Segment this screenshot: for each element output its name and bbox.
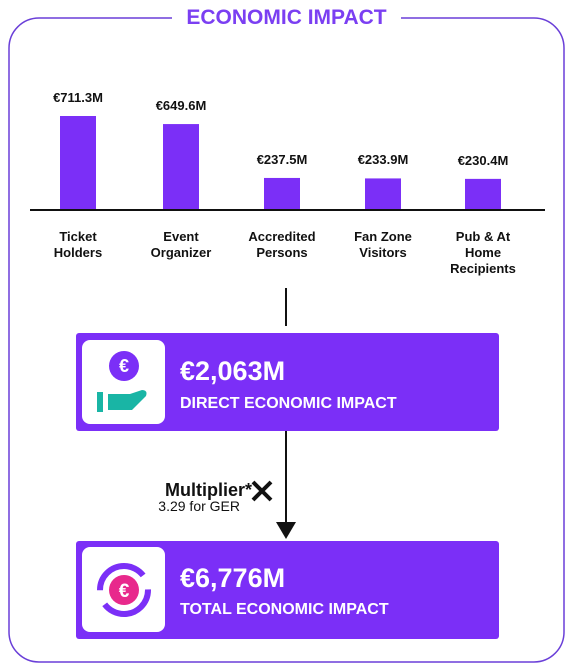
direct-box bbox=[76, 333, 499, 431]
value-label: €649.6M bbox=[155, 98, 207, 114]
x-tick-label: Event Organizer bbox=[150, 229, 212, 260]
euro-sign: € bbox=[119, 356, 129, 376]
coin bbox=[109, 351, 139, 381]
x-tick-label: Pub & At Home Recipients bbox=[450, 229, 516, 276]
x-tick-label: Accredited Persons bbox=[248, 229, 316, 260]
cycle bbox=[97, 563, 151, 617]
bar bbox=[465, 178, 501, 209]
hand-cuff bbox=[97, 392, 103, 412]
hand bbox=[108, 390, 147, 410]
multiplier-label: Multiplier* bbox=[164, 480, 252, 500]
chart-title: ECONOMIC IMPACT bbox=[172, 6, 401, 29]
multiplier-note: 3.29 for GER bbox=[158, 498, 240, 514]
bar bbox=[365, 178, 401, 209]
value-label: €237.5M bbox=[256, 151, 308, 167]
x-tick-label: Fan Zone Visitors bbox=[354, 229, 412, 260]
bar bbox=[163, 124, 199, 209]
total-amount: €6,776M bbox=[180, 563, 286, 593]
direct-amount: €2,063M bbox=[180, 356, 286, 386]
total-label: TOTAL ECONOMIC IMPACT bbox=[180, 601, 389, 618]
direct-label: DIRECT ECONOMIC IMPACT bbox=[180, 395, 397, 412]
value-label: €233.9M bbox=[357, 152, 409, 168]
total-box bbox=[76, 541, 499, 639]
euro-sign: € bbox=[119, 581, 130, 602]
arrow-head bbox=[276, 522, 296, 539]
bar bbox=[60, 116, 96, 209]
coin bbox=[109, 575, 139, 605]
x-tick-label: Ticket Holders bbox=[53, 229, 103, 260]
value-label: €230.4M bbox=[457, 152, 509, 168]
value-label: €711.3M bbox=[53, 90, 103, 105]
times-icon bbox=[251, 480, 273, 502]
title-wrap: ECONOMIC IMPACT bbox=[0, 6, 573, 30]
bar bbox=[264, 177, 300, 209]
